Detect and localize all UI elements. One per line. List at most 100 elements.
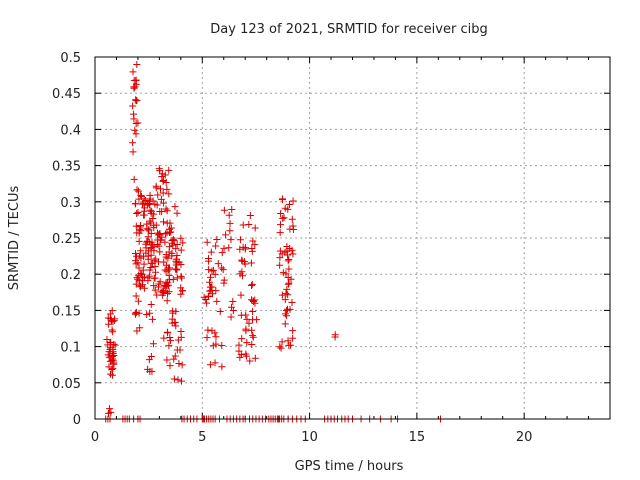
data-point [177,261,185,269]
data-point [152,221,160,229]
data-point [286,225,294,233]
data-point [213,235,221,243]
y-tick-label: 0.05 [52,377,81,392]
data-point [171,318,179,326]
data-point [131,200,139,208]
data-point [251,241,259,249]
data-point [237,291,245,299]
data-point [177,328,185,336]
data-point [151,262,159,270]
data-point [208,290,216,298]
data-point [110,360,118,368]
data-point [251,354,259,362]
data-point [164,254,172,262]
data-point [281,296,289,304]
data-point [130,175,138,183]
data-point [173,209,181,217]
data-point [161,171,169,179]
data-point [204,293,212,301]
y-tick-label: 0.15 [52,304,81,319]
data-point [146,217,154,225]
data-point [249,331,257,339]
data-point [276,229,284,237]
data-point [157,185,165,193]
data-point [227,313,235,321]
data-point [145,197,153,205]
data-point [159,189,167,197]
data-point [286,245,294,253]
data-point [132,222,140,230]
data-point [236,245,244,253]
data-point [276,247,284,255]
y-axis-label: SRMTID / TECUs [7,186,22,291]
y-tick-label: 0.5 [60,51,81,66]
data-point [165,288,173,296]
data-point [163,207,171,215]
data-point [171,265,179,273]
data-point [242,311,250,319]
x-tick-label: 0 [91,430,99,445]
data-point [179,239,187,247]
data-point [129,68,137,76]
data-point [276,261,284,269]
data-point [238,335,246,343]
data-point [278,338,286,346]
data-point [248,280,256,288]
data-point [212,333,220,341]
data-point [239,272,247,280]
data-point [228,303,236,311]
data-point [163,297,171,305]
tick-labels: 0 5 10 15 20 0 0.05 0.1 0.15 0.2 0.25 0.3 0.35 0.4 0.4… [52,51,532,445]
data-point [283,285,291,293]
data-point [277,344,285,352]
data-point [130,115,138,123]
data-point [132,76,140,84]
data-point [219,266,227,274]
data-point [226,227,234,235]
data-point [214,260,222,268]
data-point [278,195,286,203]
data-point [152,255,160,263]
data-point [246,212,254,220]
data-point [177,234,185,242]
data-point [167,224,175,232]
data-point [105,320,113,328]
data-point [284,280,292,288]
data-point [160,334,168,342]
data-point [249,298,257,306]
data-point [248,247,256,255]
data-point [178,377,186,385]
data-point [147,263,155,271]
data-point [276,254,284,262]
data-point [229,297,237,305]
data-point [106,345,114,353]
data-point [249,307,257,315]
data-point [248,281,256,289]
data-point [208,327,216,335]
x-tick-label: 10 [301,430,318,445]
data-point [284,337,292,345]
data-point [281,310,289,318]
data-point [253,316,261,324]
data-point [107,338,115,346]
data-point [212,287,220,295]
data-point [284,305,291,313]
data-point [147,300,155,308]
data-point [157,195,165,203]
data-point [145,238,153,246]
data-point [143,310,151,318]
data-point [147,229,155,237]
data-point [276,343,284,351]
data-point [162,230,170,238]
data-point [158,208,166,216]
data-point [153,201,161,209]
data-point [132,120,140,128]
data-point [249,333,257,341]
data-point [287,275,295,283]
data-point [279,214,287,222]
data-point [150,243,158,251]
data-point [135,264,143,272]
data-point [162,205,170,213]
data-point [131,310,139,318]
data-point [282,270,290,278]
